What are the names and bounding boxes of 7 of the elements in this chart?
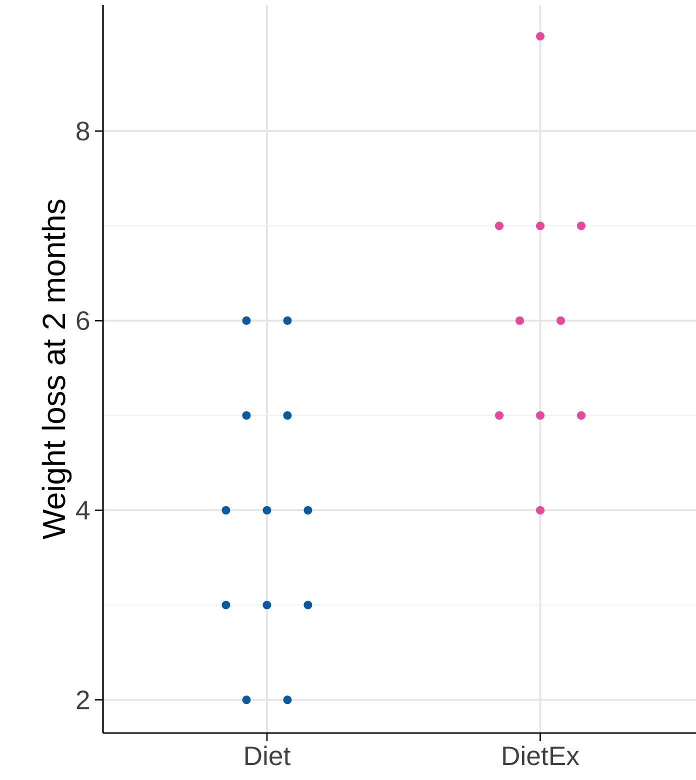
x-tick-label: Diet: [245, 746, 290, 766]
y-tick-label: 2: [76, 690, 89, 710]
y-tick-label: 4: [76, 501, 90, 520]
y-tick-label: 8: [76, 122, 90, 140]
y-tick-label: 6: [76, 311, 90, 330]
y-axis-title: Weight loss at 2 months: [42, 200, 72, 540]
x-tick-label: DietEx: [503, 746, 580, 766]
